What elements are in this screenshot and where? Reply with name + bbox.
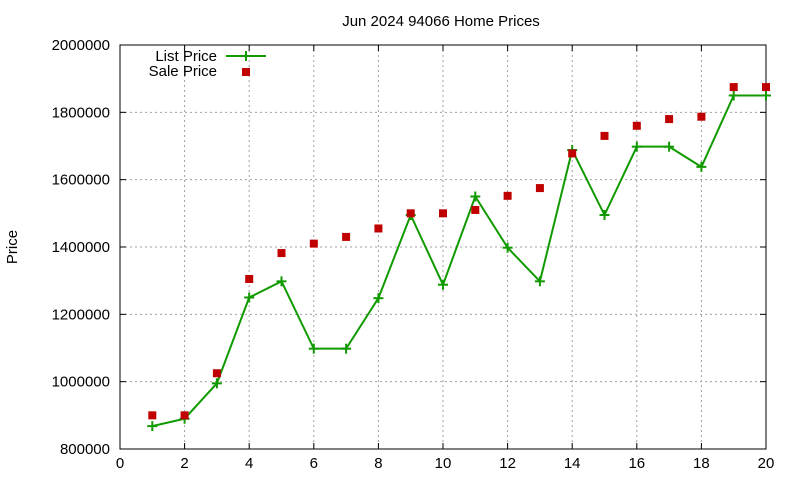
sale-price-point bbox=[374, 224, 383, 233]
list-price-point bbox=[244, 292, 255, 303]
list-price-point bbox=[276, 276, 287, 287]
sale-price-point bbox=[309, 239, 318, 248]
sale-price-point bbox=[535, 184, 544, 193]
sale-price-point bbox=[729, 83, 738, 92]
list-price-point bbox=[696, 161, 707, 172]
x-tick-label: 6 bbox=[310, 455, 318, 472]
y-tick-label: 1400000 bbox=[52, 239, 110, 256]
x-tick-label: 8 bbox=[374, 455, 382, 472]
chart-title: Jun 2024 94066 Home Prices bbox=[342, 13, 540, 30]
legend-marker-list-price bbox=[241, 51, 251, 61]
list-price-point bbox=[438, 279, 448, 290]
sale-price-point bbox=[212, 369, 221, 378]
legend: List Price Sale Price bbox=[149, 48, 266, 80]
sale-price-point bbox=[697, 112, 706, 121]
list-price-point bbox=[728, 90, 739, 101]
list-price-point bbox=[341, 343, 352, 354]
list-price-point bbox=[761, 90, 771, 101]
list-price-point bbox=[470, 191, 481, 202]
y-tick-label: 1800000 bbox=[52, 104, 110, 121]
sale-price-point bbox=[277, 249, 286, 258]
grid-lines bbox=[120, 45, 766, 449]
y-tick-label: 1200000 bbox=[52, 306, 110, 323]
sale-price-point bbox=[148, 411, 157, 420]
list-price-point bbox=[631, 141, 642, 152]
y-tick-label: 1600000 bbox=[52, 172, 110, 189]
sale-price-point bbox=[406, 209, 415, 218]
list-price-point bbox=[534, 276, 545, 287]
x-tick-label: 12 bbox=[499, 455, 516, 472]
y-tick-label: 2000000 bbox=[52, 37, 110, 54]
x-tick-label: 14 bbox=[564, 455, 581, 472]
sale-price-point bbox=[568, 149, 577, 158]
list-price-point bbox=[373, 293, 384, 304]
sale-price-point bbox=[439, 209, 447, 218]
sale-price-point bbox=[471, 205, 480, 214]
x-tick-label: 18 bbox=[693, 455, 710, 472]
list-price-point bbox=[664, 141, 675, 152]
legend-label-list-price: List Price bbox=[155, 48, 217, 65]
sale-price-point bbox=[632, 121, 641, 130]
legend-label-sale-price: Sale Price bbox=[149, 63, 217, 80]
list-price-point bbox=[147, 421, 158, 432]
axis-ticks: 0 2 4 6 8 10 12 14 16 18 20 800000 1000000 1200000 140… bbox=[52, 37, 775, 472]
series-layer bbox=[147, 83, 771, 432]
x-tick-label: 4 bbox=[245, 455, 253, 472]
list-price-point bbox=[308, 343, 319, 354]
list-price-point bbox=[211, 378, 222, 389]
sale-price-point bbox=[342, 232, 351, 241]
y-axis-title: Price bbox=[4, 230, 21, 264]
sale-price-point bbox=[600, 131, 609, 140]
x-tick-label: 10 bbox=[435, 455, 452, 472]
sale-price-point bbox=[245, 274, 254, 283]
x-tick-label: 2 bbox=[180, 455, 188, 472]
x-tick-label: 16 bbox=[628, 455, 645, 472]
x-tick-label: 20 bbox=[758, 455, 775, 472]
x-tick-label: 0 bbox=[116, 455, 124, 472]
list-price-line bbox=[152, 94, 766, 428]
y-tick-label: 1000000 bbox=[52, 374, 110, 391]
legend-swatch-sale-price bbox=[242, 68, 250, 76]
list-price-point bbox=[502, 242, 513, 253]
sale-price-point bbox=[503, 191, 512, 200]
list-price-point bbox=[599, 210, 610, 221]
y-tick-label: 800000 bbox=[60, 441, 110, 458]
sale-price-point bbox=[665, 115, 674, 124]
sale-price-point bbox=[180, 411, 189, 420]
sale-price-point bbox=[762, 83, 770, 92]
